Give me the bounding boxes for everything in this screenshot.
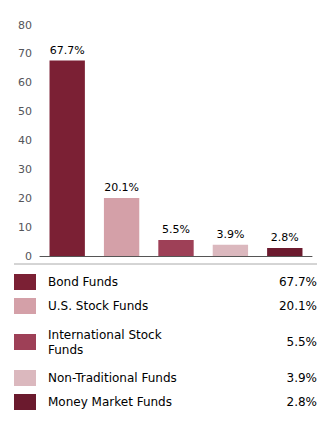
svg-text:Non-Traditional Funds: Non-Traditional Funds	[48, 371, 177, 385]
svg-text:40: 40	[18, 134, 32, 147]
svg-text:Bond Funds: Bond Funds	[48, 275, 118, 289]
svg-text:5.5%: 5.5%	[162, 223, 190, 236]
svg-text:70: 70	[18, 47, 32, 60]
svg-text:Funds: Funds	[48, 343, 83, 357]
svg-text:5.5%: 5.5%	[287, 335, 318, 349]
svg-text:67.7%: 67.7%	[279, 275, 317, 289]
svg-text:60: 60	[18, 76, 32, 89]
svg-text:20: 20	[18, 192, 32, 205]
svg-text:International Stock: International Stock	[48, 328, 162, 342]
svg-text:2.8%: 2.8%	[287, 395, 318, 409]
svg-text:80: 80	[18, 19, 32, 32]
svg-text:20.1%: 20.1%	[279, 299, 317, 313]
svg-text:Money Market Funds: Money Market Funds	[48, 395, 172, 409]
svg-text:10: 10	[18, 221, 32, 234]
svg-text:3.9%: 3.9%	[216, 228, 244, 241]
svg-text:50: 50	[18, 105, 32, 118]
svg-text:2.8%: 2.8%	[271, 231, 299, 244]
svg-text:67.7%: 67.7%	[50, 44, 85, 57]
svg-text:3.9%: 3.9%	[287, 371, 318, 385]
svg-text:20.1%: 20.1%	[104, 181, 139, 194]
svg-text:30: 30	[18, 163, 32, 176]
svg-text:0: 0	[25, 250, 32, 263]
svg-text:U.S. Stock Funds: U.S. Stock Funds	[48, 299, 148, 313]
